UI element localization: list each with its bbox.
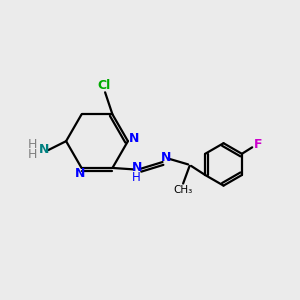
Text: F: F (254, 138, 262, 151)
Text: H: H (132, 171, 140, 184)
Text: H: H (28, 148, 37, 161)
Text: H: H (28, 138, 37, 151)
Text: N: N (75, 167, 85, 180)
Text: N: N (129, 132, 140, 145)
Text: N: N (132, 161, 143, 174)
Text: Cl: Cl (97, 79, 110, 92)
Text: CH₃: CH₃ (173, 185, 193, 195)
Text: N: N (161, 151, 171, 164)
Text: N: N (39, 142, 49, 156)
